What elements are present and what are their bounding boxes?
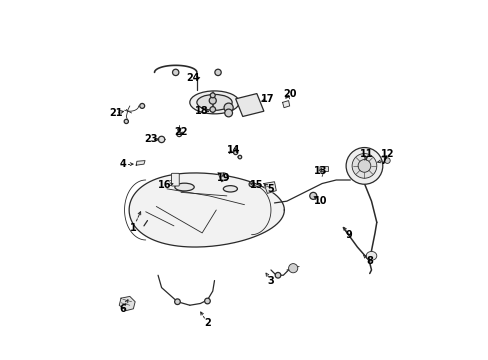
Text: 21: 21 (109, 108, 122, 118)
Text: 5: 5 (267, 184, 274, 194)
Polygon shape (136, 161, 145, 165)
Text: 19: 19 (216, 173, 230, 183)
Text: 24: 24 (186, 73, 200, 83)
Text: 15: 15 (249, 180, 263, 190)
Text: 20: 20 (283, 89, 297, 99)
Circle shape (172, 69, 179, 76)
Text: 3: 3 (267, 275, 274, 285)
Text: 12: 12 (380, 149, 393, 158)
FancyBboxPatch shape (171, 173, 179, 186)
Circle shape (233, 150, 237, 154)
Polygon shape (129, 173, 284, 247)
Ellipse shape (189, 91, 239, 114)
Text: 11: 11 (359, 149, 372, 158)
Polygon shape (264, 182, 276, 193)
Polygon shape (282, 100, 289, 108)
Text: 14: 14 (227, 145, 240, 155)
Circle shape (214, 69, 221, 76)
Text: 23: 23 (144, 134, 158, 144)
Polygon shape (235, 94, 264, 117)
Circle shape (140, 103, 144, 108)
Circle shape (174, 299, 180, 305)
Text: 9: 9 (345, 230, 351, 240)
Text: 18: 18 (195, 106, 208, 116)
Circle shape (288, 264, 297, 273)
Text: 6: 6 (119, 304, 126, 314)
Circle shape (204, 298, 210, 304)
Circle shape (178, 128, 180, 131)
Circle shape (309, 192, 316, 199)
Circle shape (357, 159, 370, 172)
Text: 4: 4 (119, 159, 126, 169)
Circle shape (384, 158, 389, 163)
Circle shape (346, 148, 382, 184)
Circle shape (209, 107, 215, 112)
Text: 2: 2 (203, 318, 210, 328)
Text: 1: 1 (130, 222, 137, 233)
Text: 8: 8 (366, 256, 372, 266)
Circle shape (351, 153, 376, 178)
Circle shape (224, 109, 232, 117)
Polygon shape (218, 173, 228, 182)
Text: 22: 22 (174, 127, 187, 138)
Circle shape (238, 155, 241, 159)
Text: 10: 10 (313, 196, 326, 206)
Text: 13: 13 (313, 166, 326, 176)
Circle shape (224, 103, 233, 112)
Text: 16: 16 (158, 180, 171, 190)
Ellipse shape (175, 183, 194, 191)
Circle shape (158, 136, 164, 143)
Ellipse shape (223, 186, 237, 192)
FancyBboxPatch shape (319, 167, 328, 171)
Circle shape (176, 132, 182, 136)
Circle shape (275, 273, 280, 278)
Text: 7: 7 (380, 156, 386, 166)
Ellipse shape (366, 251, 376, 260)
Circle shape (210, 93, 215, 98)
Text: 17: 17 (260, 94, 274, 104)
Circle shape (248, 182, 253, 187)
Circle shape (209, 97, 216, 104)
Circle shape (124, 119, 128, 123)
Ellipse shape (197, 94, 232, 110)
Polygon shape (119, 296, 135, 311)
